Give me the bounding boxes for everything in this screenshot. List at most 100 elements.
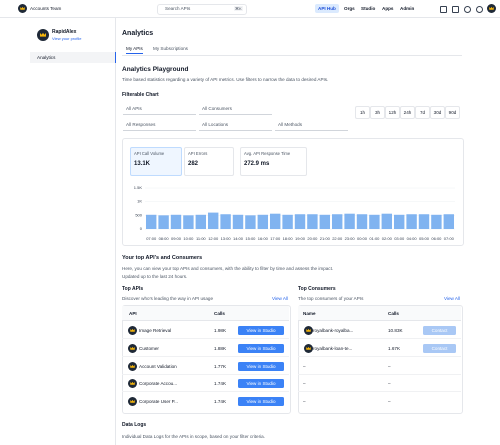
- row-button[interactable]: View in Studio: [238, 379, 284, 388]
- sidebar: [0, 17, 116, 445]
- row-button[interactable]: View in Studio: [238, 362, 284, 371]
- icon[interactable]: [476, 6, 483, 13]
- search-placeholder: Search APIs: [165, 6, 191, 11]
- dropdown[interactable]: [123, 119, 196, 131]
- dropdown-label: All Methods: [278, 122, 303, 127]
- tab-line: [122, 55, 462, 56]
- updated-note: Updated up to the last 24 hours.: [122, 274, 188, 279]
- cell: Image Retrieval: [139, 328, 172, 333]
- range-button[interactable]: 3h: [370, 106, 385, 119]
- x-tick-label: 07:00: [146, 236, 157, 241]
- view-all[interactable]: View All: [272, 296, 289, 301]
- x-tick-label: 14:00: [233, 236, 244, 241]
- x-tick-label: 17:00: [270, 236, 281, 241]
- tab[interactable]: My Subscriptions: [153, 46, 188, 51]
- range-button[interactable]: 1h: [355, 106, 370, 119]
- bar: [431, 214, 442, 229]
- tab[interactable]: My APIs: [126, 46, 143, 54]
- row-button[interactable]: View in Studio: [238, 397, 284, 406]
- x-tick-label: 07:00: [444, 236, 455, 241]
- cell: Corporate User P...: [139, 399, 178, 404]
- nav-item[interactable]: Orgs: [344, 6, 355, 11]
- dropdown[interactable]: [199, 119, 272, 131]
- icon[interactable]: [440, 6, 447, 13]
- x-tick-label: 06:00: [431, 236, 442, 241]
- cell: 1.98K: [214, 328, 227, 333]
- row-button[interactable]: Contact: [423, 326, 456, 335]
- team-name[interactable]: Accounts Team: [30, 6, 62, 11]
- profile-link[interactable]: View your profile: [52, 36, 82, 41]
- row-divider: [122, 338, 289, 339]
- dropdown[interactable]: [123, 103, 196, 115]
- section-title: Analytics Playground: [122, 66, 189, 73]
- x-tick-label: 00:00: [357, 236, 368, 241]
- cell: 10.83K: [388, 328, 403, 333]
- range-button[interactable]: 24h: [400, 106, 415, 119]
- nav-item[interactable]: Admin: [400, 6, 415, 11]
- row-button[interactable]: View in Studio: [238, 326, 284, 335]
- bar: [207, 212, 219, 229]
- row-divider: [122, 391, 289, 392]
- cell: –: [303, 364, 306, 369]
- y-tick-label: 0: [140, 226, 143, 231]
- cell: 1.67K: [388, 346, 401, 351]
- section-title: Data Logs: [122, 422, 147, 428]
- section-title: Your top API's and Consumers: [122, 255, 203, 261]
- range-button[interactable]: 7d: [415, 106, 430, 119]
- nav-item[interactable]: Studio: [361, 6, 376, 11]
- cell: –: [303, 399, 306, 404]
- user-avatar[interactable]: [487, 4, 496, 13]
- range-button[interactable]: 30d: [430, 106, 445, 119]
- x-tick-label: 21:00: [320, 236, 331, 241]
- menu-item[interactable]: Analytics: [37, 55, 56, 60]
- icon[interactable]: [452, 6, 459, 13]
- dropdown[interactable]: [199, 103, 272, 115]
- row-button[interactable]: View in Studio: [238, 344, 284, 353]
- x-tick-label: 13:00: [221, 236, 232, 241]
- column-header: Calls: [214, 311, 225, 316]
- x-tick-label: 02:00: [382, 236, 393, 241]
- cell: Account Validation: [139, 364, 177, 369]
- bar: [344, 213, 355, 229]
- section-description: Here, you can view your top APIs and con…: [122, 266, 334, 271]
- bar: [195, 214, 207, 229]
- row-icon: [128, 326, 137, 335]
- x-tick-label: 19:00: [295, 236, 306, 241]
- dropdown[interactable]: [275, 119, 348, 131]
- x-tick-label: 15:00: [245, 236, 256, 241]
- row-divider: [122, 356, 289, 357]
- x-tick-label: 08:00: [159, 236, 170, 241]
- profile-avatar: [37, 29, 49, 41]
- cell: –: [303, 381, 306, 386]
- x-tick-label: 23:00: [345, 236, 356, 241]
- stat-label: API Errors: [188, 151, 208, 156]
- nav-item[interactable]: Apps: [382, 6, 394, 11]
- y-tick-label: 1K: [137, 199, 142, 204]
- x-tick-label: 09:00: [171, 236, 182, 241]
- view-all[interactable]: View All: [444, 296, 461, 301]
- bar: [183, 215, 194, 229]
- bar: [220, 214, 231, 229]
- cell: –: [388, 381, 391, 386]
- cell: –: [388, 399, 391, 404]
- column-header: API: [129, 311, 137, 316]
- table-subtitle: Discover who's leading the way in API us…: [122, 296, 214, 301]
- stat-card: [240, 147, 307, 176]
- range-button[interactable]: 90d: [445, 106, 460, 119]
- bar: [145, 214, 157, 229]
- table-title: Top APIs: [122, 286, 144, 292]
- cell: 1.74K: [214, 381, 227, 386]
- column-header: Calls: [388, 311, 399, 316]
- nav-item[interactable]: API Hub: [315, 4, 339, 13]
- y-tick-label: 1.5K: [134, 185, 143, 190]
- x-tick-label: 16:00: [258, 236, 269, 241]
- bar: [418, 214, 430, 229]
- search-box[interactable]: [157, 4, 247, 15]
- section-description: Individual Data Logs for the APIs in sco…: [122, 434, 265, 439]
- row-button[interactable]: Contact: [423, 344, 456, 353]
- icon[interactable]: [464, 6, 471, 13]
- range-button[interactable]: 12h: [385, 106, 400, 119]
- cell: 1.77K: [214, 364, 227, 369]
- bar: [443, 214, 455, 229]
- row-icon: [128, 397, 137, 406]
